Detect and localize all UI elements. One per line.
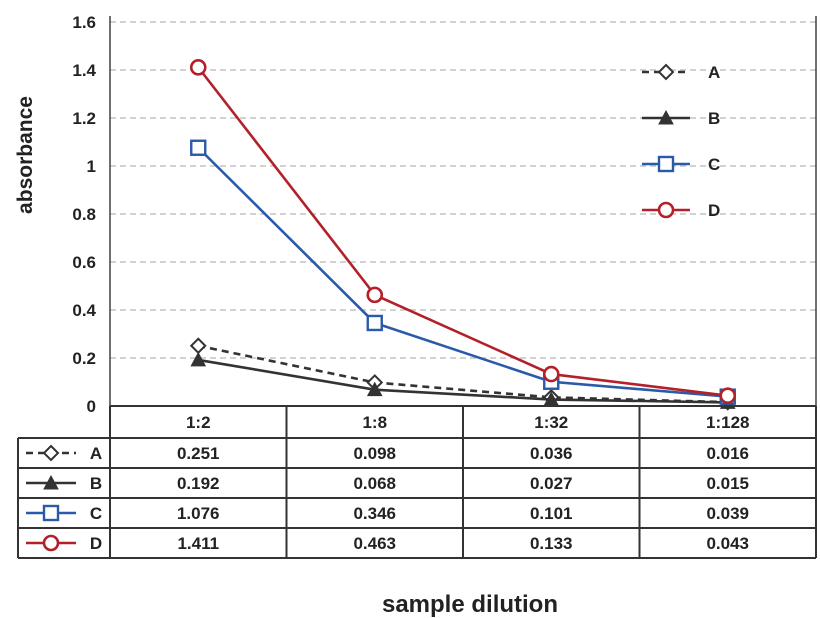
table-row: D 1.411 0.463 0.133 0.043 — [26, 534, 749, 553]
series-line-D — [197, 66, 728, 397]
series-C — [190, 139, 736, 405]
table-cell: 0.015 — [706, 474, 749, 493]
legend-item-D: D — [642, 201, 720, 220]
table-row-label: C — [90, 504, 102, 523]
table-cell: 0.068 — [353, 474, 396, 493]
y-tick-label: 1 — [87, 157, 96, 176]
legend-label: C — [708, 155, 720, 174]
legend-label: B — [708, 109, 720, 128]
table-cell: 0.043 — [706, 534, 749, 553]
data-table: 1:2 1:8 1:32 1:128 A 0.251 0.098 0.036 0.016 B 0.1… — [17, 405, 817, 559]
y-tick-label: 0.6 — [72, 253, 96, 272]
x-tick-label: 1:2 — [186, 413, 211, 432]
y-tick-label: 0.4 — [72, 301, 96, 320]
table-row-label: B — [90, 474, 102, 493]
legend-label: D — [708, 201, 720, 220]
table-legend-marker — [42, 504, 60, 522]
x-axis-title: sample dilution — [382, 591, 558, 618]
table-cell: 0.463 — [353, 534, 396, 553]
table-cell: 0.133 — [530, 534, 573, 553]
y-tick-label: 0.8 — [72, 205, 96, 224]
legend-item-C: C — [642, 155, 720, 174]
table-cell: 0.346 — [353, 504, 396, 523]
legend-item-B: B — [642, 109, 720, 128]
x-tick-label: 1:128 — [706, 413, 749, 432]
table-row-label: A — [90, 444, 102, 463]
data-point — [366, 314, 383, 332]
legend-marker — [658, 109, 674, 125]
table-cell: 0.251 — [177, 444, 220, 463]
series-A — [189, 337, 737, 411]
data-point — [189, 337, 207, 355]
data-point — [190, 351, 207, 367]
table-row: A 0.251 0.098 0.036 0.016 — [26, 444, 749, 463]
table-cell: 1.076 — [177, 504, 220, 523]
y-tick-label: 1.2 — [72, 109, 96, 128]
table-legend-marker — [42, 444, 60, 462]
y-tick-label: 1.4 — [72, 61, 96, 80]
table-row: C 1.076 0.346 0.101 0.039 — [26, 504, 749, 523]
x-tick-label: 1:32 — [534, 413, 568, 432]
table-legend-marker — [43, 474, 59, 490]
legend-marker — [657, 155, 675, 173]
table-legend-marker — [42, 534, 60, 552]
legend: A B C D — [642, 63, 720, 220]
data-point — [366, 381, 383, 397]
gridlines — [109, 16, 817, 406]
x-tick-label: 1:8 — [362, 413, 387, 432]
data-point — [189, 59, 207, 76]
table-cell: 0.101 — [530, 504, 573, 523]
table-cell: 1.411 — [177, 534, 219, 553]
data-point — [719, 387, 737, 404]
table-row: B 0.192 0.068 0.027 0.015 — [26, 474, 749, 493]
data-point — [366, 286, 384, 304]
table-cell: 0.036 — [530, 444, 573, 463]
legend-marker — [657, 63, 675, 81]
series-group — [189, 59, 737, 411]
y-tick-label: 0.2 — [72, 349, 96, 368]
table-cell: 0.192 — [177, 474, 220, 493]
table-cell: 0.098 — [353, 444, 396, 463]
table-cell: 0.039 — [706, 504, 749, 523]
table-cell: 0.016 — [706, 444, 749, 463]
legend-label: A — [708, 63, 720, 82]
y-tick-label: 0 — [87, 397, 96, 416]
data-point — [190, 139, 207, 156]
series-D — [189, 59, 737, 404]
data-point — [542, 365, 560, 383]
legend-marker — [657, 201, 675, 219]
table-cell: 0.027 — [530, 474, 573, 493]
y-axis-title: absorbance — [14, 96, 37, 214]
series-line-C — [197, 146, 728, 398]
table-row-label: D — [90, 534, 102, 553]
y-tick-labels: 0 0.2 0.4 0.6 0.8 1 1.2 1.4 1.6 — [72, 13, 96, 416]
series-line-B — [198, 358, 728, 404]
y-tick-label: 1.6 — [72, 13, 96, 32]
legend-item-A: A — [642, 63, 720, 82]
